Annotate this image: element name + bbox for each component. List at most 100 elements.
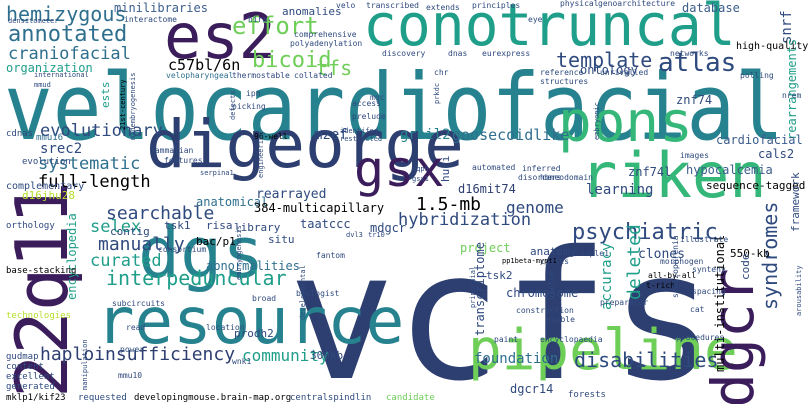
word-eye: eye [528,15,543,24]
word-rearrayed: rearrayed [256,187,327,202]
word-d16jhu28: d16jhu28 [22,189,75,202]
word-prelude: prelude [352,112,386,121]
word-chromosome: chromosome [506,286,579,300]
word-subcircuits: subcircuits [112,299,165,308]
word-mmu16: mmu16 [36,133,64,143]
word-cardiofacial: cardiofacial [716,133,803,147]
word-encyclopaedia: encyclopaedia [540,335,603,344]
word-sequencetagged: sequence-tagged [706,179,806,192]
word-srec2: srec2 [40,141,83,157]
word-gsx: gsx [354,140,445,198]
word-evolution: evolution [22,157,71,167]
word-schizophrenia: schizophrenia [671,235,680,298]
word-consortium: consortium [158,245,207,254]
word-biologist: biologist [296,289,340,298]
word-znf74l: znf74l [628,165,672,179]
word-huri: huri [439,155,452,183]
word-grail2: grail2 [400,127,451,143]
word-mmu10: mmu10 [118,371,143,380]
word-allbyall: all-by-all [648,271,697,280]
word-cycles: cycles [540,257,569,266]
word-tr10: tr10 [368,231,385,239]
word-contig: contig [110,225,150,238]
word-velo: velo [336,1,356,10]
word-multiinstitutional: multi-institutional [713,234,727,372]
word-550kb: 550-kb [730,247,770,260]
word-es2: es2 [164,0,276,73]
word-community: community [242,346,329,365]
word-ontology: ontology [580,63,638,77]
word-complementary: complementary [6,181,85,192]
word-ipn: ipn [246,89,261,98]
word-cals2: cals2 [758,147,795,161]
word-primordial: primordial [469,265,477,308]
word-nrem: nrem [782,91,802,100]
word-polling: polling [740,71,774,80]
word-picking: picking [232,102,266,111]
word-systematic: systematic [38,154,141,174]
word-arousability: arousability [795,265,803,316]
word-gudmap: gudmap [6,352,39,362]
word-384multicapillary: 384-multicapillary [254,201,385,215]
word-procedures: procedures [676,333,725,342]
word-taatccc: taatccc [300,217,351,231]
word-morphogen: morphogen [660,257,704,266]
word-thermostable: thermostable [232,71,290,80]
word-96well: 96-well [254,132,288,141]
word-mzef: mzef [314,127,348,143]
word-mmud: mmud [34,81,51,89]
word-d16mit74: d16mit74 [458,182,516,196]
word-rearrangements: rearrangements [785,38,799,140]
word-automated: automated [472,163,516,172]
word-genome: genome [506,198,564,217]
word-principles: principles [472,1,521,10]
word-tsk2: tsk2 [486,269,513,282]
word-riken: riken [580,139,767,212]
word-anatomy: anatomy [530,245,577,258]
word-cdnas: cdnas [6,129,34,139]
word-risa: risa [206,219,233,232]
word-dgs: dgs [138,212,265,294]
word-disabilities: disabilities [574,348,719,372]
word-bacp1: bac/p1 [196,235,236,248]
word-300kb: 300kb [310,349,344,362]
word-tuple1: tuple1 [580,249,609,258]
word-manually: manually [98,234,185,255]
word-ests: ests [99,81,112,109]
word-situ: situ [268,233,295,246]
word-psychiatric: psychiatric [572,220,718,245]
word-minilibraries: minilibraries [114,1,208,15]
word-goosecoidlike: goosecoidlike [452,126,570,144]
word-searchable: searchable [106,203,215,224]
word-embryogenesis: embryogenesis [235,225,243,280]
word-unrivalled: unrivalled [600,68,649,77]
word-developmental: developmental [299,265,307,320]
word-virtue: virtue [547,271,556,300]
word-learning: learning [586,182,654,198]
word-read: read [126,323,146,332]
word-excellent: excellent [6,372,55,382]
word-preparator: preparator [600,298,649,307]
word-candidate: candidate [386,393,435,403]
word-hemizygous: hemizygous [6,2,127,26]
word-features: features [164,156,203,165]
word-gsx1: gsx1 [412,175,429,183]
word-aqp9: aqp9 [412,165,429,173]
word-midembryogenesis: midembryogenesis [129,72,137,140]
word-generated: generated [6,382,55,392]
word-project: project [460,241,511,255]
word-framework: framework [789,172,802,232]
word-foundation: foundation [474,351,559,367]
word-15mb: 1.5-mb [416,194,482,215]
word-conotruncal: conotruncal [363,0,736,59]
word-orthology: orthology [6,221,55,231]
word-encyclopedia: encyclopedia [65,213,79,300]
word-mdgcr: mdgcr [370,221,407,235]
word-evolutionary: evolutionary [40,121,163,141]
word-code: code [739,253,752,281]
word-prkdc: prkdc [433,82,441,104]
word-homeodomain: homeodomain [540,173,593,182]
word-hypocalcemia: hypocalcemia [686,163,773,177]
word-library: library [234,221,281,234]
word-manipulation: manipulation [81,339,89,390]
